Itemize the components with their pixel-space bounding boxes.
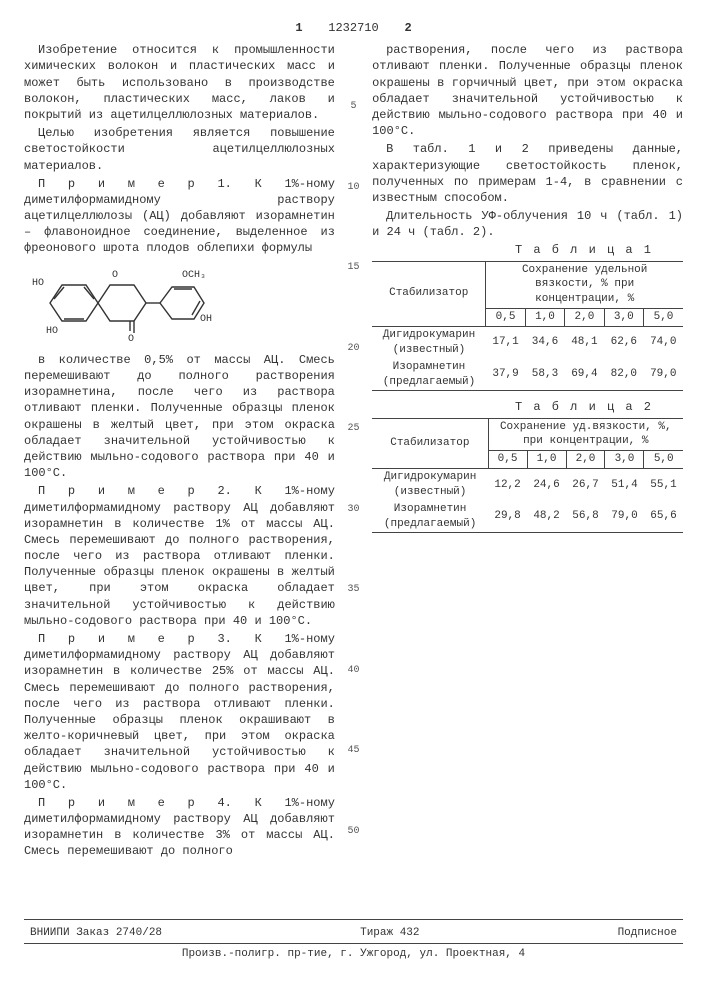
para: В табл. 1 и 2 приведены данные, характер… [372, 141, 683, 206]
cell: 56,8 [566, 501, 605, 533]
footer-tirazh: Тираж 432 [360, 926, 419, 941]
cell: 24,6 [527, 469, 566, 501]
para: П р и м е р 4. К 1%-ному диметилформамид… [24, 795, 335, 860]
cell: 79,0 [644, 359, 683, 391]
header-row: 1 1232710 2 [24, 20, 683, 36]
table2: Стабилизатор Сохранение уд.вязкости, %, … [372, 418, 683, 534]
th-head: Сохранение удельной вязкости, % при конц… [486, 261, 683, 309]
cell: 55,1 [644, 469, 683, 501]
para: Длительность УФ-облучения 10 ч (табл. 1)… [372, 208, 683, 240]
footer-order: ВНИИПИ Заказ 2740/28 [30, 926, 162, 941]
structural-formula: HO HO O O OCH₃ OH [32, 263, 335, 348]
page-num-right: 2 [384, 20, 683, 36]
para: в количестве 0,5% от массы АЦ. Смесь пер… [24, 352, 335, 482]
cell: 74,0 [644, 327, 683, 359]
th-stab: Стабилизатор [372, 261, 486, 326]
cell: 69,4 [565, 359, 604, 391]
line-num: 20 [347, 342, 360, 356]
th-head: Сохранение уд.вязкости, %, при концентра… [488, 418, 683, 451]
line-num: 40 [347, 664, 360, 678]
row-label: Дигидрокумарин (известный) [372, 469, 488, 501]
imprint-footer: ВНИИПИ Заказ 2740/28 Тираж 432 Подписное… [24, 919, 683, 962]
main-columns: Изобретение относится к промышленности х… [24, 42, 683, 905]
cell: 12,2 [488, 469, 527, 501]
th-stab: Стабилизатор [372, 418, 488, 469]
table1: Стабилизатор Сохранение удельной вязкост… [372, 261, 683, 392]
row-label: Изорамнетин (предлагаемый) [372, 501, 488, 533]
line-num: 50 [347, 825, 360, 839]
para: Изобретение относится к промышленности х… [24, 42, 335, 123]
line-num: 5 [347, 100, 360, 114]
th-conc: 5,0 [644, 451, 683, 469]
table2-title: Т а б л и ц а 2 [372, 399, 683, 415]
cell: 82,0 [604, 359, 643, 391]
cell: 48,2 [527, 501, 566, 533]
para: растворения, после чего из раствора отли… [372, 42, 683, 139]
cell: 65,6 [644, 501, 683, 533]
cell: 17,1 [486, 327, 525, 359]
cell: 26,7 [566, 469, 605, 501]
svg-text:O: O [112, 270, 118, 281]
svg-text:HO: HO [46, 326, 58, 337]
cell: 79,0 [605, 501, 644, 533]
patent-number: 1232710 [323, 20, 385, 36]
line-num: 45 [347, 744, 360, 758]
line-num: 35 [347, 583, 360, 597]
th-conc: 5,0 [644, 309, 683, 327]
page-num-left: 1 [24, 20, 323, 36]
th-conc: 0,5 [486, 309, 525, 327]
line-num: 25 [347, 422, 360, 436]
para: П р и м е р 1. К 1%-ному диметилформамид… [24, 176, 335, 257]
svg-text:O: O [128, 334, 134, 343]
footer-address: Произв.-полигр. пр-тие, г. Ужгород, ул. … [24, 944, 683, 962]
table1-title: Т а б л и ц а 1 [372, 242, 683, 258]
cell: 58,3 [525, 359, 564, 391]
line-num: 10 [347, 181, 360, 195]
line-num: 15 [347, 261, 360, 275]
svg-text:OH: OH [200, 314, 212, 325]
para: П р и м е р 3. К 1%-ному диметилформамид… [24, 631, 335, 793]
svg-text:HO: HO [32, 278, 44, 289]
th-conc: 1,0 [525, 309, 564, 327]
th-conc: 2,0 [566, 451, 605, 469]
left-column: Изобретение относится к промышленности х… [24, 42, 335, 905]
line-number-gutter: 5 10 15 20 25 30 35 40 45 50 [347, 42, 360, 905]
th-conc: 2,0 [565, 309, 604, 327]
svg-text:OCH₃: OCH₃ [182, 270, 206, 281]
th-conc: 3,0 [604, 309, 643, 327]
cell: 29,8 [488, 501, 527, 533]
cell: 34,6 [525, 327, 564, 359]
footer-sub: Подписное [618, 926, 677, 941]
cell: 37,9 [486, 359, 525, 391]
row-label: Дигидрокумарин (известный) [372, 327, 486, 359]
para: Целью изобретения является повышение све… [24, 125, 335, 174]
th-conc: 1,0 [527, 451, 566, 469]
row-label: Изорамнетин (предлагаемый) [372, 359, 486, 391]
cell: 48,1 [565, 327, 604, 359]
line-num: 30 [347, 503, 360, 517]
cell: 62,6 [604, 327, 643, 359]
cell: 51,4 [605, 469, 644, 501]
th-conc: 3,0 [605, 451, 644, 469]
right-column: растворения, после чего из раствора отли… [372, 42, 683, 905]
para: П р и м е р 2. К 1%-ному диметилформамид… [24, 483, 335, 629]
th-conc: 0,5 [488, 451, 527, 469]
